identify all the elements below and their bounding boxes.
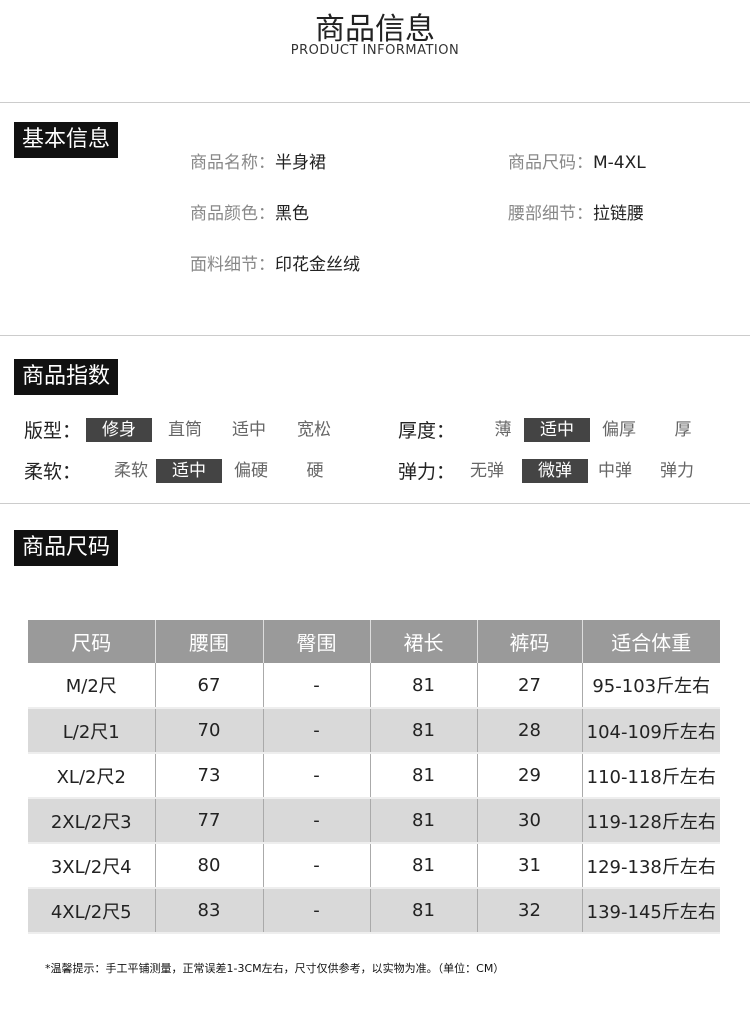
info-waist: 腰部细节：拉链腰 [508,204,644,224]
column-header: 臀围 [263,620,371,663]
column-header: 裙长 [370,620,478,663]
thickness-option: 适中 [524,418,590,442]
thickness-label: 厚度： [398,420,456,442]
table-cell: 81 [370,888,478,934]
table-cell: 32 [477,888,583,934]
table-cell: 28 [477,708,583,754]
fit-option: 宽松 [297,420,331,440]
softness-option: 适中 [156,459,222,483]
thickness-option: 偏厚 [602,420,636,440]
table-cell: 31 [477,843,583,889]
table-cell: 81 [370,798,478,844]
thickness-option: 厚 [674,420,692,440]
table-cell: 29 [477,753,583,799]
table-cell: 30 [477,798,583,844]
table-cell: 2XL/2尺3 [28,798,156,844]
table-cell: 3XL/2尺4 [28,843,156,889]
column-header: 尺码 [28,620,156,663]
measurement-note: *温馨提示：手工平铺测量，正常误差1-3CM左右，尺寸仅供参考，以实物为准。（单… [45,962,505,975]
info-size: 商品尺码：M-4XL [508,153,646,173]
table-row: 3XL/2尺4 80-81 31 129-138斤左右 [28,843,720,889]
table-cell: 110-118斤左右 [582,753,720,799]
table-cell: - [263,663,371,709]
table-row: L/2尺1 70-81 28 104-109斤左右 [28,708,720,754]
page-title: 商品信息 [315,12,435,47]
table-row: 2XL/2尺3 77-81 30 119-128斤左右 [28,798,720,844]
table-cell: 73 [155,753,264,799]
divider [0,102,750,103]
softness-option: 硬 [306,461,324,481]
table-row: M/2尺 67-81 27 95-103斤左右 [28,663,720,709]
table-cell: - [263,888,371,934]
table-cell: - [263,708,371,754]
page-subtitle: PRODUCT INFORMATION [290,43,460,58]
section-index-heading: 商品指数 [14,359,119,395]
table-cell: 81 [370,708,478,754]
softness-label: 柔软： [24,461,82,483]
table-cell: 129-138斤左右 [582,843,720,889]
elasticity-option: 弹力 [660,461,694,481]
table-cell: 95-103斤左右 [582,663,720,709]
table-cell: 119-128斤左右 [582,798,720,844]
fit-option: 修身 [86,418,152,442]
info-fabric: 面料细节：印花金丝绒 [190,255,360,275]
table-cell: M/2尺 [28,663,156,709]
table-cell: 70 [155,708,264,754]
table-row: 4XL/2尺5 83-81 32 139-145斤左右 [28,888,720,934]
column-header: 裤码 [477,620,583,663]
table-cell: 4XL/2尺5 [28,888,156,934]
elasticity-option: 微弹 [522,459,588,483]
section-sizes-heading: 商品尺码 [14,530,119,566]
size-table: 尺码 腰围 臀围 裙长 裤码 适合体重 M/2尺 67-81 27 95-103斤左右 L/2尺1… [28,620,720,934]
fit-option: 直筒 [168,420,202,440]
softness-option: 柔软 [114,461,148,481]
table-row: XL/2尺2 73-81 29 110-118斤左右 [28,753,720,799]
table-cell: 67 [155,663,264,709]
table-cell: - [263,753,371,799]
softness-option: 偏硬 [234,461,268,481]
divider [0,335,750,336]
info-color: 商品颜色：黑色 [190,204,309,224]
table-cell: 27 [477,663,583,709]
table-cell: 81 [370,843,478,889]
column-header: 腰围 [155,620,264,663]
elasticity-label: 弹力： [398,461,456,483]
table-cell: 81 [370,753,478,799]
table-cell: 80 [155,843,264,889]
table-cell: 104-109斤左右 [582,708,720,754]
table-cell: 81 [370,663,478,709]
info-name: 商品名称：半身裙 [190,153,326,173]
table-cell: L/2尺1 [28,708,156,754]
elasticity-option: 无弹 [470,461,504,481]
section-basic-heading: 基本信息 [14,122,119,158]
thickness-option: 薄 [494,420,512,440]
table-cell: 77 [155,798,264,844]
elasticity-option: 中弹 [598,461,632,481]
fit-option: 适中 [232,420,266,440]
table-cell: - [263,798,371,844]
table-cell: - [263,843,371,889]
table-cell: XL/2尺2 [28,753,156,799]
divider [0,503,750,504]
fit-label: 版型： [24,420,82,442]
table-cell: 139-145斤左右 [582,888,720,934]
column-header: 适合体重 [582,620,720,663]
table-cell: 83 [155,888,264,934]
